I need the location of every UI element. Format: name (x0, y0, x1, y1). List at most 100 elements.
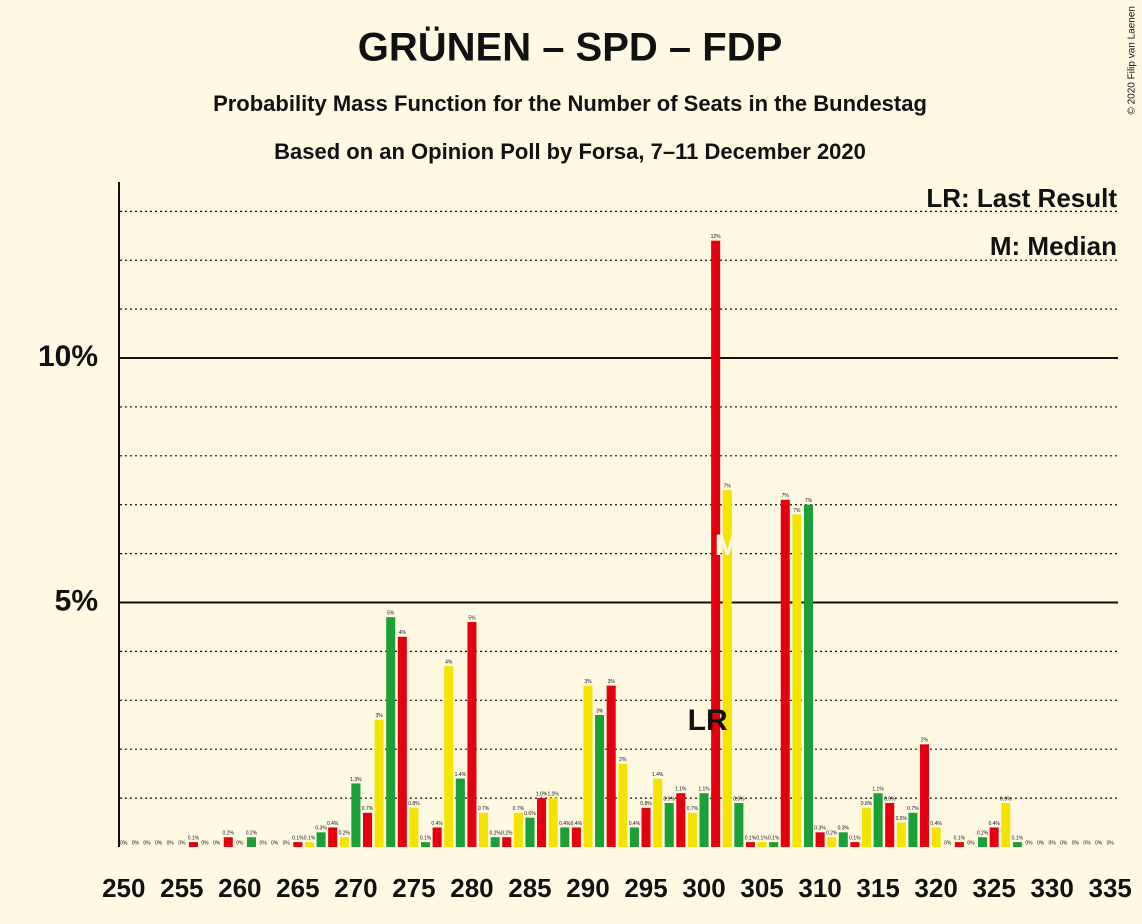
value-label: 7% (805, 498, 813, 504)
value-label: 0% (967, 840, 975, 846)
value-label: 0.1% (304, 835, 316, 841)
x-tick-label: 255 (160, 873, 203, 903)
bar (304, 842, 315, 847)
value-label: 7% (793, 508, 801, 514)
x-tick-label: 275 (392, 873, 435, 903)
bar (641, 807, 651, 847)
value-label: 1.3% (350, 777, 362, 783)
value-label: 0% (1107, 840, 1115, 846)
value-label: 0% (143, 840, 151, 846)
value-label: 1.1% (698, 787, 710, 793)
bar (583, 685, 593, 847)
bar (362, 812, 373, 847)
bar (606, 685, 616, 847)
value-label: 0.1% (756, 835, 768, 841)
x-tick-label: 300 (682, 873, 725, 903)
value-label: 0.4% (431, 821, 443, 827)
chart-source: Based on an Opinion Poll by Forsa, 7–11 … (274, 139, 866, 164)
value-label: 3% (584, 679, 592, 685)
value-label: 0.9% (664, 796, 676, 802)
bar (374, 719, 384, 847)
value-label: 5% (387, 611, 395, 617)
value-label: 0.2% (223, 831, 235, 837)
bar (769, 842, 779, 847)
x-tick-label: 320 (914, 873, 957, 903)
x-tick-label: 260 (218, 873, 261, 903)
bar (455, 778, 465, 847)
annotation: LR (688, 704, 728, 737)
bar (745, 842, 755, 847)
value-label: 0% (236, 840, 244, 846)
x-tick-label: 250 (102, 873, 145, 903)
bar (397, 636, 407, 847)
value-label: 0.9% (1000, 796, 1012, 802)
value-label: 0.1% (745, 835, 757, 841)
value-label: 0% (167, 840, 175, 846)
bar (548, 798, 558, 847)
bar (989, 827, 999, 847)
x-tick-label: 315 (856, 873, 899, 903)
bar (664, 802, 674, 847)
bar (838, 832, 848, 847)
value-label: 0.9% (733, 796, 745, 802)
bar (444, 666, 454, 847)
bar (420, 842, 431, 847)
bar (432, 827, 442, 847)
value-label: 0.1% (420, 835, 432, 841)
bar (246, 837, 256, 847)
bar (386, 617, 396, 847)
bar (339, 837, 349, 847)
bar (827, 837, 837, 847)
value-label: 5% (468, 615, 476, 621)
bar (188, 842, 198, 847)
value-label: 0.1% (954, 835, 966, 841)
bar (629, 827, 639, 847)
value-label: 0.1% (292, 835, 304, 841)
bar (525, 817, 535, 847)
x-tick-label: 270 (334, 873, 377, 903)
value-label: 1.0% (547, 791, 559, 797)
value-label: 0.4% (327, 821, 339, 827)
x-tick-label: 310 (798, 873, 841, 903)
bar (687, 812, 697, 847)
value-label: 0.4% (930, 821, 942, 827)
value-label: 0% (120, 840, 128, 846)
bar (571, 827, 581, 847)
value-label: 0% (155, 840, 163, 846)
bar (931, 827, 941, 847)
value-label: 0.8% (861, 801, 873, 807)
x-tick-label: 335 (1089, 873, 1132, 903)
legend-entry: M: Median (990, 231, 1117, 261)
bar (908, 812, 918, 847)
bar (328, 827, 338, 847)
value-label: 0.8% (640, 801, 652, 807)
bar (978, 837, 988, 847)
value-label: 0.7% (478, 806, 490, 812)
value-label: 3% (375, 713, 383, 719)
value-label: 12% (711, 234, 722, 240)
value-label: 0.4% (629, 821, 641, 827)
value-label: 3% (596, 708, 604, 714)
value-label: 0.2% (246, 831, 258, 837)
x-tick-label: 290 (566, 873, 609, 903)
value-label: 0.1% (768, 835, 780, 841)
chart-title: GRÜNEN – SPD – FDP (358, 25, 783, 70)
bar (479, 812, 489, 847)
bar (757, 842, 767, 847)
value-label: 0.3% (838, 826, 850, 832)
x-tick-label: 325 (972, 873, 1015, 903)
bar (873, 793, 883, 847)
value-label: 0% (271, 840, 279, 846)
bar (537, 798, 547, 847)
value-label: 0.3% (315, 826, 327, 832)
value-label: 7% (782, 493, 790, 499)
value-label: 1.1% (675, 787, 687, 793)
value-label: 0.1% (1012, 835, 1024, 841)
bar (595, 714, 605, 847)
bar (490, 837, 500, 847)
value-label: 0% (213, 840, 221, 846)
value-label: 3% (608, 679, 616, 685)
bar (850, 842, 860, 847)
value-label: 4% (445, 659, 453, 665)
